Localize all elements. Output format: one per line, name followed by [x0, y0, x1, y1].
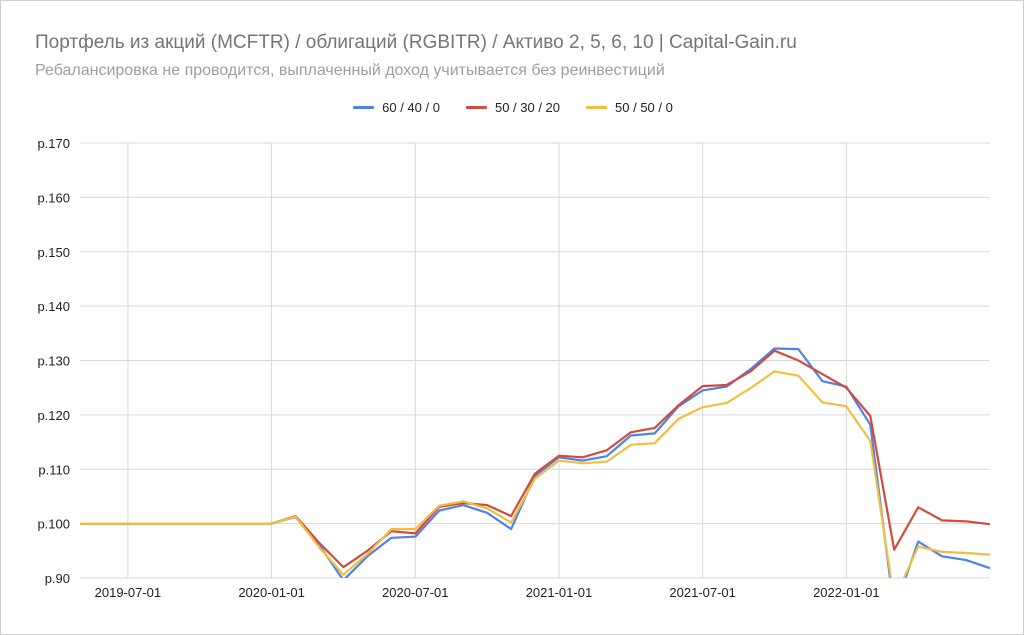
y-tick-label: р.90: [45, 571, 70, 586]
series-line: [80, 349, 991, 569]
y-tick-label: р.100: [37, 517, 70, 532]
y-tick-label: р.130: [37, 354, 70, 369]
legend-label: 50 / 50 / 0: [615, 100, 673, 115]
x-tick-label: 2021-01-01: [526, 585, 593, 600]
x-tick-label: 2019-07-01: [95, 585, 162, 600]
y-tick-label: р.140: [37, 299, 70, 314]
chart-legend: 60 / 40 / 0 50 / 30 / 20 50 / 50 / 0: [1, 100, 1024, 115]
y-tick-label: р.160: [37, 190, 70, 205]
legend-item: 50 / 50 / 0: [586, 100, 673, 115]
x-tick-label: 2020-07-01: [382, 585, 449, 600]
x-tick-label: 2022-01-01: [813, 585, 880, 600]
chart-subtitle: Ребалансировка не проводится, выплаченны…: [35, 62, 665, 79]
chart-title: Портфель из акций (MCFTR) / облигаций (R…: [35, 32, 797, 53]
series-line: [80, 370, 991, 578]
legend-swatch: [465, 106, 487, 109]
legend-label: 50 / 30 / 20: [494, 100, 561, 115]
y-tick-label: р.120: [37, 408, 70, 423]
y-tick-label: р.110: [38, 462, 70, 477]
y-tick-label: р.150: [37, 245, 70, 260]
y-tick-label: р.170: [37, 136, 70, 151]
legend-swatch: [353, 106, 375, 109]
legend-item: 50 / 30 / 20: [465, 100, 561, 115]
legend-item: 60 / 40 / 0: [353, 100, 440, 115]
x-tick-label: 2021-07-01: [669, 585, 736, 600]
legend-label: 60 / 40 / 0: [382, 100, 440, 115]
x-tick-label: 2020-01-01: [238, 585, 305, 600]
legend-swatch: [586, 106, 608, 109]
series-group: [80, 347, 991, 578]
